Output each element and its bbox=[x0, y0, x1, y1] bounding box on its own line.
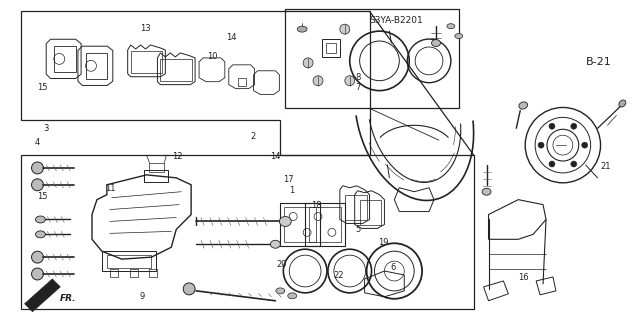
Bar bbox=[345, 195, 367, 220]
Bar bbox=[285, 9, 459, 108]
Text: 11: 11 bbox=[106, 184, 116, 193]
Circle shape bbox=[31, 179, 44, 191]
Text: B-21: B-21 bbox=[586, 57, 612, 67]
Ellipse shape bbox=[431, 40, 440, 46]
Text: 16: 16 bbox=[518, 273, 529, 282]
Text: 7: 7 bbox=[355, 83, 361, 92]
Text: 5: 5 bbox=[355, 225, 361, 234]
Text: 8: 8 bbox=[355, 73, 361, 82]
Circle shape bbox=[183, 283, 195, 295]
Ellipse shape bbox=[288, 293, 297, 299]
Circle shape bbox=[31, 162, 44, 174]
Text: S3YA-B2201: S3YA-B2201 bbox=[369, 16, 423, 25]
Ellipse shape bbox=[276, 288, 285, 294]
Circle shape bbox=[313, 76, 323, 86]
Bar bbox=[237, 78, 246, 86]
Text: 22: 22 bbox=[334, 271, 344, 280]
Bar bbox=[326, 43, 336, 53]
Ellipse shape bbox=[271, 240, 280, 248]
Bar bbox=[150, 163, 164, 172]
Ellipse shape bbox=[455, 34, 463, 39]
Text: 2: 2 bbox=[251, 132, 256, 141]
Bar bbox=[360, 200, 381, 225]
Text: 4: 4 bbox=[35, 138, 40, 147]
Circle shape bbox=[549, 123, 555, 129]
Ellipse shape bbox=[297, 26, 307, 32]
Bar bbox=[110, 269, 118, 277]
Circle shape bbox=[538, 142, 544, 148]
Text: 15: 15 bbox=[37, 83, 47, 92]
Ellipse shape bbox=[519, 102, 527, 109]
Text: 21: 21 bbox=[600, 162, 611, 171]
Bar bbox=[161, 59, 192, 81]
Text: 17: 17 bbox=[283, 174, 294, 184]
Bar bbox=[107, 255, 152, 268]
Circle shape bbox=[571, 123, 577, 129]
Circle shape bbox=[303, 58, 313, 68]
Bar bbox=[102, 251, 156, 271]
Bar bbox=[280, 203, 320, 246]
Circle shape bbox=[31, 251, 44, 263]
Circle shape bbox=[31, 268, 44, 280]
Text: 18: 18 bbox=[312, 202, 322, 211]
Text: 14: 14 bbox=[270, 152, 281, 161]
Text: 19: 19 bbox=[378, 238, 388, 247]
Text: FR.: FR. bbox=[60, 294, 77, 303]
Bar bbox=[322, 39, 340, 57]
Text: 1: 1 bbox=[289, 186, 294, 195]
Ellipse shape bbox=[35, 216, 45, 223]
Circle shape bbox=[340, 24, 349, 34]
Text: 14: 14 bbox=[226, 33, 236, 42]
Bar bbox=[309, 207, 341, 242]
Bar bbox=[305, 203, 345, 246]
Text: 9: 9 bbox=[140, 292, 145, 301]
Text: 6: 6 bbox=[390, 263, 396, 272]
Text: 12: 12 bbox=[172, 152, 182, 161]
Bar bbox=[150, 269, 157, 277]
Text: 3: 3 bbox=[44, 124, 49, 133]
Bar bbox=[143, 170, 168, 182]
Text: 13: 13 bbox=[140, 24, 151, 33]
Bar bbox=[131, 51, 163, 73]
Text: 15: 15 bbox=[37, 192, 47, 201]
Ellipse shape bbox=[447, 24, 455, 29]
Circle shape bbox=[582, 142, 588, 148]
Bar bbox=[284, 207, 316, 242]
Bar bbox=[130, 269, 138, 277]
Ellipse shape bbox=[279, 217, 291, 227]
Bar bbox=[54, 46, 76, 72]
Ellipse shape bbox=[482, 188, 491, 195]
Text: 10: 10 bbox=[207, 52, 218, 61]
Polygon shape bbox=[24, 279, 60, 312]
Circle shape bbox=[345, 76, 355, 86]
Text: 20: 20 bbox=[276, 260, 287, 269]
Bar bbox=[86, 53, 108, 79]
Circle shape bbox=[571, 161, 577, 167]
Ellipse shape bbox=[619, 100, 626, 107]
Ellipse shape bbox=[35, 231, 45, 238]
Circle shape bbox=[549, 161, 555, 167]
